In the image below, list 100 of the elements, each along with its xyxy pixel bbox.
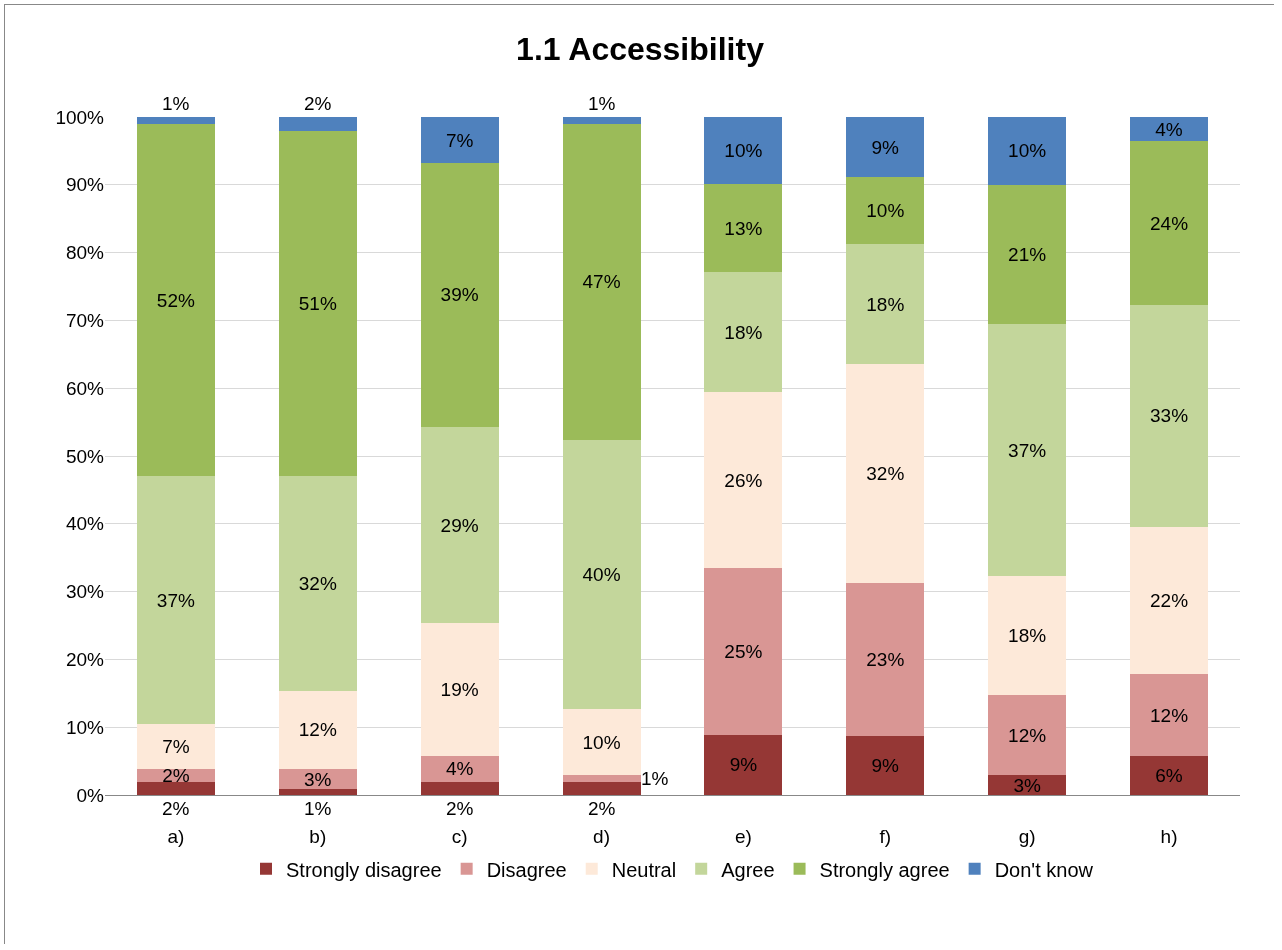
data-label: 9% — [871, 136, 900, 158]
bar — [562, 123, 641, 440]
data-label: 12% — [1150, 704, 1189, 726]
data-label: 33% — [1150, 405, 1189, 427]
legend-label: Strongly agree — [819, 858, 950, 881]
bar — [420, 426, 499, 624]
bar — [136, 723, 215, 770]
data-label: 12% — [1008, 724, 1047, 746]
bar — [278, 788, 357, 795]
bar — [704, 567, 783, 735]
legend-label: Neutral — [611, 858, 677, 881]
bar — [1130, 674, 1209, 756]
bar — [846, 177, 925, 245]
y-tick-label: 70% — [65, 310, 105, 332]
data-label: 52% — [156, 289, 195, 311]
bar — [1130, 141, 1209, 305]
data-label: 32% — [866, 462, 905, 484]
data-label: 2% — [304, 93, 332, 114]
bar — [278, 476, 357, 691]
bar — [988, 324, 1067, 577]
bar — [136, 117, 215, 124]
data-label: 1% — [588, 93, 616, 114]
bar — [420, 117, 499, 164]
bar — [420, 782, 499, 795]
bar — [704, 272, 783, 393]
data-label: 2% — [162, 798, 190, 819]
bar — [136, 123, 215, 477]
data-label: 2% — [446, 798, 474, 819]
data-label: 21% — [1008, 244, 1047, 266]
data-label: 37% — [156, 589, 195, 611]
y-tick-label: 50% — [65, 445, 105, 467]
data-label: 40% — [582, 563, 621, 585]
data-label: 18% — [866, 293, 905, 315]
x-tick-label: f) — [879, 825, 892, 847]
bar — [562, 775, 641, 783]
data-label: 2% — [588, 798, 616, 819]
data-label: 25% — [724, 640, 763, 662]
x-tick-label: c) — [451, 825, 468, 847]
chart-title: 1.1 Accessibility — [516, 31, 765, 68]
data-label: 10% — [724, 140, 763, 162]
x-tick-label: b) — [309, 825, 327, 847]
bar — [846, 244, 925, 364]
y-tick-label: 20% — [65, 649, 105, 671]
y-tick-label: 100% — [55, 106, 105, 128]
bar — [846, 582, 925, 737]
data-label: 10% — [866, 200, 905, 222]
data-label: 18% — [724, 321, 763, 343]
data-label: 39% — [440, 284, 479, 306]
bar — [704, 734, 783, 795]
bar — [562, 782, 641, 795]
bar — [136, 476, 215, 724]
y-tick-label: 90% — [65, 174, 105, 196]
bar — [846, 363, 925, 583]
bar — [278, 117, 357, 131]
legend-label: Disagree — [486, 858, 567, 881]
y-tick-label: 60% — [65, 377, 105, 399]
legend-label: Don't know — [994, 858, 1094, 881]
bar — [846, 117, 925, 178]
data-label: 26% — [724, 469, 763, 491]
x-tick-label: h) — [1160, 825, 1178, 847]
data-label: 32% — [298, 572, 337, 594]
data-label: 22% — [1150, 589, 1189, 611]
bar — [562, 117, 641, 124]
data-label: 47% — [582, 271, 621, 293]
legend-label: Agree — [721, 858, 775, 881]
data-label: 18% — [1008, 625, 1047, 647]
data-label: 3% — [1013, 774, 1041, 796]
data-label: 12% — [298, 719, 337, 741]
data-label: 9% — [871, 755, 900, 777]
data-label: 1% — [304, 798, 332, 819]
y-tick-label: 40% — [65, 513, 105, 535]
data-label: 1% — [162, 93, 190, 114]
data-label: 4% — [1155, 118, 1183, 140]
data-label: 2% — [162, 765, 190, 787]
data-label: 10% — [582, 731, 621, 753]
bar — [1130, 755, 1209, 795]
data-label: 19% — [440, 679, 479, 701]
data-label: 23% — [866, 648, 905, 670]
bar — [1130, 304, 1209, 527]
bar — [988, 695, 1067, 776]
bar — [846, 736, 925, 795]
data-label: 4% — [445, 758, 474, 780]
bar — [704, 117, 783, 185]
bar — [988, 184, 1067, 325]
data-label: 1% — [641, 768, 669, 789]
data-label: 13% — [724, 217, 763, 239]
x-tick-label: d) — [593, 825, 611, 847]
y-tick-label: 0% — [76, 784, 105, 806]
bar — [988, 117, 1067, 185]
data-label: 3% — [304, 768, 332, 790]
x-tick-label: a) — [167, 825, 185, 847]
bar — [562, 708, 641, 776]
bar — [278, 690, 357, 770]
data-label: 9% — [729, 754, 758, 776]
bar — [704, 184, 783, 273]
bar — [278, 130, 357, 477]
data-label: 7% — [162, 736, 190, 758]
y-tick-label: 30% — [65, 581, 105, 603]
x-tick-label: e) — [734, 825, 752, 847]
data-label: 10% — [1008, 140, 1047, 162]
